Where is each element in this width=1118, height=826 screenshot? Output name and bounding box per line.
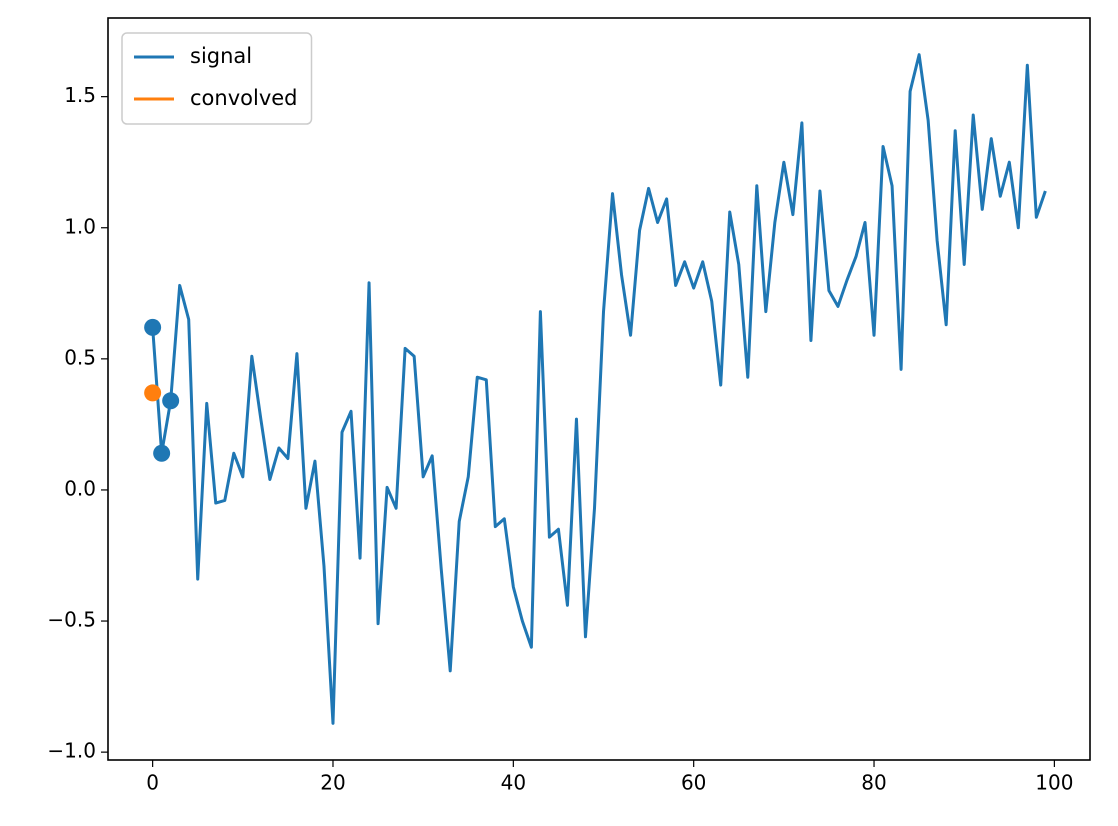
x-tick-label: 20 xyxy=(320,771,345,795)
x-tick-label: 60 xyxy=(681,771,706,795)
series-marker xyxy=(153,444,171,462)
y-tick-label: 1.0 xyxy=(64,214,96,238)
y-tick-label: 0.5 xyxy=(64,345,96,369)
y-tick-label: −0.5 xyxy=(47,608,96,632)
series-line xyxy=(151,53,1047,725)
x-tick-label: 80 xyxy=(861,771,886,795)
legend-label: convolved xyxy=(190,86,298,110)
legend: signal convolved xyxy=(121,32,313,125)
series-marker xyxy=(144,384,162,402)
x-tick-label: 40 xyxy=(501,771,526,795)
legend-label: signal xyxy=(190,44,252,68)
plot-frame xyxy=(107,17,1091,761)
x-tick-label: 0 xyxy=(146,771,159,795)
y-tick-label: −1.0 xyxy=(47,739,96,763)
y-tick-label: 1.5 xyxy=(64,83,96,107)
series-marker xyxy=(162,392,180,410)
series-marker xyxy=(144,318,162,336)
y-tick-label: 0.0 xyxy=(64,476,96,500)
x-tick-label: 100 xyxy=(1035,771,1073,795)
